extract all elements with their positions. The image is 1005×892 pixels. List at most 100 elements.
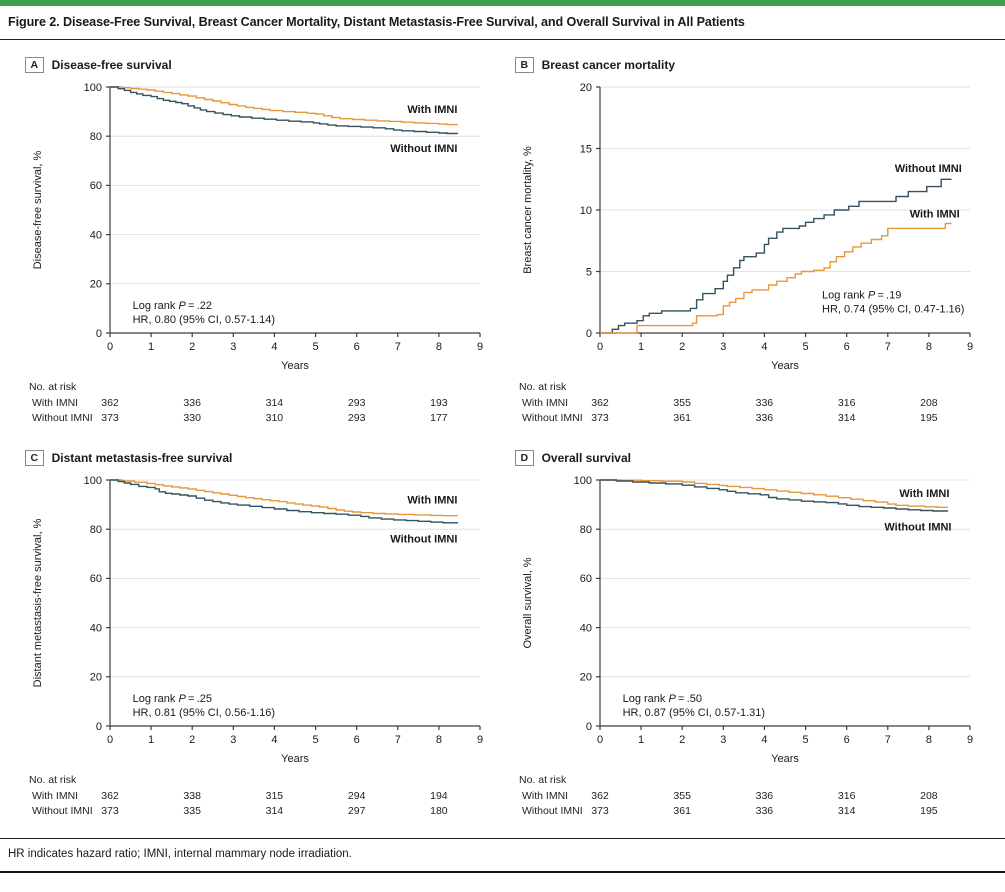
- x-tick-label: 8: [926, 341, 932, 353]
- y-axis-title: Overall survival, %: [522, 557, 534, 648]
- x-tick-label: 8: [926, 734, 932, 746]
- risk-table-title: No. at risk: [519, 774, 567, 786]
- x-tick-label: 5: [313, 341, 319, 353]
- y-tick-label: 20: [580, 672, 592, 684]
- risk-table: No. at risk With IMNI 362 355 336 316 208 Witho…: [515, 774, 985, 822]
- risk-count: 373: [101, 805, 119, 817]
- risk-count: 362: [591, 790, 609, 802]
- risk-table-title: No. at risk: [29, 774, 77, 786]
- risk-row-without-imni: Without IMNI 373 330 310 293 177: [25, 412, 495, 427]
- risk-count: 316: [837, 790, 856, 802]
- hr-annotation: HR, 0.74 (95% CI, 0.47-1.16): [822, 304, 964, 316]
- x-tick-label: 2: [679, 341, 685, 353]
- km-curve-without-imni: [600, 479, 949, 512]
- risk-count: 373: [101, 412, 119, 424]
- y-tick-label: 5: [586, 266, 592, 278]
- x-tick-label: 4: [271, 341, 277, 353]
- risk-count: 293: [347, 397, 366, 409]
- x-tick-label: 5: [313, 734, 319, 746]
- risk-count: 208: [920, 397, 938, 409]
- risk-row-without-imni: Without IMNI 373 361 336 314 195: [515, 805, 985, 820]
- y-tick-label: 100: [574, 475, 592, 487]
- y-tick-label: 0: [96, 721, 102, 733]
- risk-count: 314: [265, 397, 284, 409]
- x-tick-label: 1: [638, 734, 644, 746]
- panel-letter: D: [515, 449, 534, 467]
- km-curve-without-imni: [110, 86, 459, 135]
- panel-b: B Breast cancer mortality 0 5 10 15 20 0 1 2 3 4 5…: [515, 56, 985, 429]
- y-tick-label: 80: [90, 131, 102, 143]
- risk-row-with-imni: With IMNI 362 336 314 293 193: [25, 397, 495, 412]
- risk-count: 195: [920, 805, 938, 817]
- panel-d-header: D Overall survival: [515, 449, 985, 467]
- risk-count: 362: [101, 790, 119, 802]
- p-value: = .22: [186, 300, 212, 312]
- x-tick-label: 9: [967, 341, 973, 353]
- risk-row-label: With IMNI: [32, 397, 79, 409]
- p-symbol: P: [178, 693, 186, 705]
- curve-label-without-imni: Without IMNI: [390, 534, 457, 546]
- y-tick-label: 60: [90, 573, 102, 585]
- x-tick-label: 2: [189, 341, 195, 353]
- panel-a-header: A Disease-free survival: [25, 56, 495, 74]
- risk-row-label: Without IMNI: [522, 805, 583, 817]
- x-axis-title: Years: [771, 753, 799, 765]
- x-tick-label: 7: [395, 734, 401, 746]
- km-curve-with-imni: [110, 479, 459, 517]
- risk-table: No. at risk With IMNI 362 355 336 316 208 Witho…: [515, 381, 985, 429]
- x-tick-label: 0: [597, 341, 603, 353]
- panel-c-header: C Distant metastasis-free survival: [25, 449, 495, 467]
- log-rank-prefix: Log rank: [623, 693, 669, 705]
- x-tick-label: 2: [189, 734, 195, 746]
- risk-count: 336: [183, 397, 201, 409]
- x-tick-label: 1: [148, 734, 154, 746]
- risk-count: 336: [755, 397, 774, 409]
- risk-row-without-imni: Without IMNI 373 361 336 314 195: [515, 412, 985, 427]
- x-tick-label: 6: [844, 734, 850, 746]
- panel-title: Disease-free survival: [51, 58, 172, 72]
- panel-title: Distant metastasis-free survival: [51, 451, 233, 465]
- risk-count: 294: [347, 790, 366, 802]
- km-curve-without-imni: [110, 479, 459, 524]
- log-rank-prefix: Log rank: [133, 300, 179, 312]
- x-axis-title: Years: [281, 753, 309, 765]
- risk-count: 208: [920, 790, 938, 802]
- risk-count: 373: [591, 805, 609, 817]
- y-tick-label: 15: [580, 143, 592, 155]
- risk-row-label: With IMNI: [32, 790, 79, 802]
- risk-count: 297: [347, 805, 366, 817]
- p-value: = .19: [875, 290, 901, 302]
- p-symbol: P: [668, 693, 676, 705]
- risk-count: 293: [347, 412, 366, 424]
- log-rank-prefix: Log rank: [822, 290, 868, 302]
- hr-annotation: HR, 0.81 (95% CI, 0.56-1.16): [133, 707, 275, 719]
- figure-footer: HR indicates hazard ratio; IMNI, interna…: [0, 838, 1005, 873]
- risk-count: 314: [837, 412, 856, 424]
- y-tick-label: 20: [580, 82, 592, 94]
- y-tick-label: 20: [90, 279, 102, 291]
- risk-count: 314: [837, 805, 856, 817]
- km-curve-with-imni: [600, 222, 952, 334]
- risk-count: 336: [755, 790, 774, 802]
- risk-count: 314: [265, 805, 284, 817]
- hr-annotation: HR, 0.87 (95% CI, 0.57-1.31): [623, 707, 765, 719]
- km-curve-with-imni: [600, 479, 949, 508]
- risk-row-with-imni: With IMNI 362 338 315 294 194: [25, 790, 495, 805]
- y-axis-title: Distant metastasis-free survival, %: [32, 518, 44, 687]
- x-tick-label: 7: [885, 341, 891, 353]
- x-axis-title: Years: [771, 360, 799, 372]
- km-chart-disease-free-survival: 0 20 40 60 80 100 0 1 2 3 4 5 6 7 8 9 Years Disease-free …: [32, 82, 483, 372]
- risk-row-with-imni: With IMNI 362 355 336 316 208: [515, 397, 985, 412]
- figure-footnote: HR indicates hazard ratio; IMNI, interna…: [8, 848, 352, 860]
- panel-letter: B: [515, 56, 534, 74]
- risk-count: 180: [430, 805, 448, 817]
- km-chart-overall-survival: 0 20 40 60 80 100 0 1 2 3 4 5 6 7 8 9 Years Overall survi…: [522, 475, 973, 765]
- risk-table-title: No. at risk: [29, 381, 77, 393]
- km-chart-breast-cancer-mortality: 0 5 10 15 20 0 1 2 3 4 5 6 7 8 9 Years Breast cancer mor…: [522, 82, 973, 372]
- log-rank-annotation: Log rank P = .19: [822, 290, 901, 302]
- x-tick-label: 9: [477, 341, 483, 353]
- risk-table: No. at risk With IMNI 362 336 314 293 193 Witho…: [25, 381, 495, 429]
- panel-letter: A: [25, 56, 44, 74]
- panel-d: D Overall survival 0 20 40 60 80 100 0 1 2 3 4 5 6 7 8…: [515, 449, 985, 822]
- risk-count: 362: [101, 397, 119, 409]
